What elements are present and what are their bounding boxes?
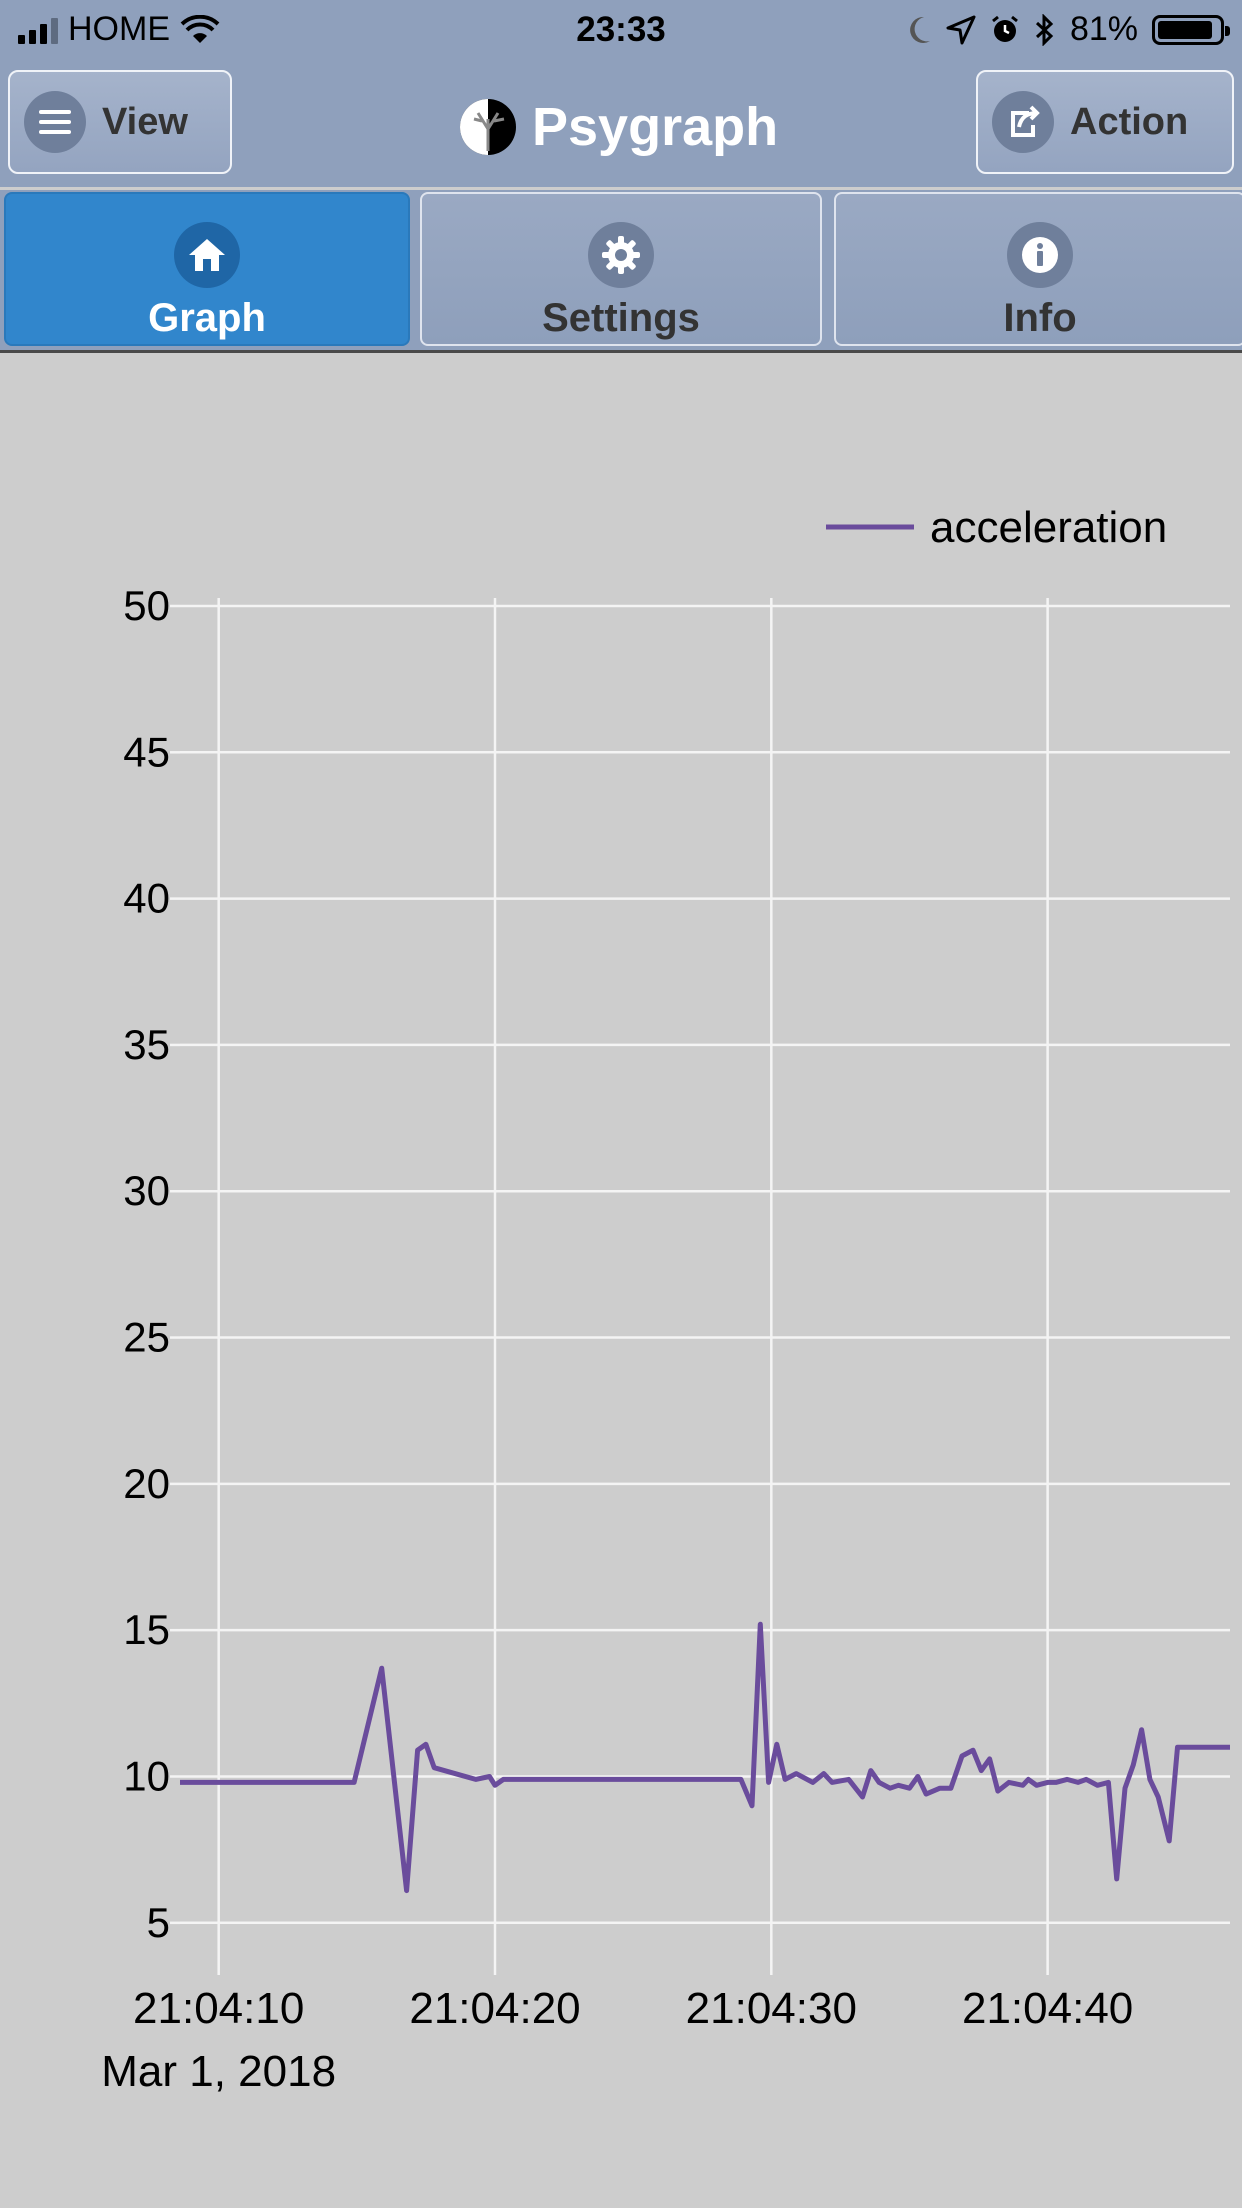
- y-axis: 5 10 15 20 25 30 35 40 45 50: [123, 582, 170, 1946]
- status-left: HOME: [18, 10, 220, 49]
- battery-icon: [1152, 14, 1230, 45]
- action-button-label: Action: [1070, 100, 1189, 143]
- wifi-icon: [180, 14, 220, 43]
- info-icon: [1007, 222, 1073, 288]
- y-tick-label: 35: [123, 1021, 170, 1068]
- header-divider: [0, 350, 1242, 353]
- tab-graph[interactable]: Graph: [4, 192, 410, 346]
- share-icon: [992, 91, 1054, 153]
- status-bar: HOME 23:33 81%: [0, 0, 1242, 62]
- signal-icon: [18, 16, 58, 44]
- app-title-text: Psygraph: [532, 97, 779, 157]
- app-title: Psygraph: [460, 96, 778, 158]
- y-tick-label: 20: [123, 1460, 170, 1507]
- chart-grid: [170, 598, 1230, 1975]
- moon-icon: [910, 16, 930, 43]
- tab-graph-label: Graph: [148, 296, 266, 340]
- y-tick-label: 45: [123, 728, 170, 775]
- header-bar: View Psygraph Action: [0, 62, 1242, 187]
- y-tick-label: 30: [123, 1167, 170, 1214]
- y-tick-label: 50: [123, 582, 170, 629]
- gear-icon: [588, 222, 654, 288]
- y-tick-label: 15: [123, 1606, 170, 1653]
- acceleration-line: [180, 1621, 1230, 1894]
- status-time: 23:33: [576, 10, 666, 49]
- bluetooth-icon: [1035, 13, 1054, 46]
- y-tick-label: 5: [147, 1899, 170, 1946]
- x-tick-label: 21:04:10: [133, 1984, 304, 2033]
- x-axis: 21:04:10 21:04:20 21:04:30 21:04:40 Mar 1, 2…: [101, 1984, 1133, 2096]
- x-tick-label: 21:04:20: [409, 1984, 580, 2033]
- location-icon: [946, 15, 976, 44]
- view-button[interactable]: View: [8, 70, 232, 174]
- tab-info-label: Info: [1003, 296, 1077, 340]
- tab-settings[interactable]: Settings: [420, 192, 822, 346]
- x-tick-label: 21:04:40: [962, 1984, 1133, 2033]
- y-tick-label: 40: [123, 875, 170, 922]
- view-button-label: View: [102, 100, 188, 143]
- chart-series: [180, 1621, 1230, 1894]
- menu-icon: [24, 91, 86, 153]
- home-icon: [174, 222, 240, 288]
- alarm-icon: [992, 15, 1018, 42]
- legend-label: acceleration: [930, 503, 1167, 552]
- y-tick-label: 25: [123, 1314, 170, 1361]
- tab-settings-label: Settings: [542, 296, 700, 340]
- tab-bar: Graph Settings Info: [0, 190, 1242, 350]
- x-tick-label: 21:04:30: [686, 1984, 857, 2033]
- y-tick-label: 10: [123, 1752, 170, 1799]
- status-right: 81%: [906, 10, 1230, 49]
- carrier-label: HOME: [68, 10, 170, 48]
- chart-legend: acceleration: [826, 503, 1167, 552]
- psygraph-logo-icon: [460, 99, 516, 155]
- action-button[interactable]: Action: [976, 70, 1234, 174]
- battery-percent: 81%: [1069, 10, 1138, 48]
- tab-info[interactable]: Info: [834, 192, 1242, 346]
- x-date-label: Mar 1, 2018: [101, 2047, 336, 2096]
